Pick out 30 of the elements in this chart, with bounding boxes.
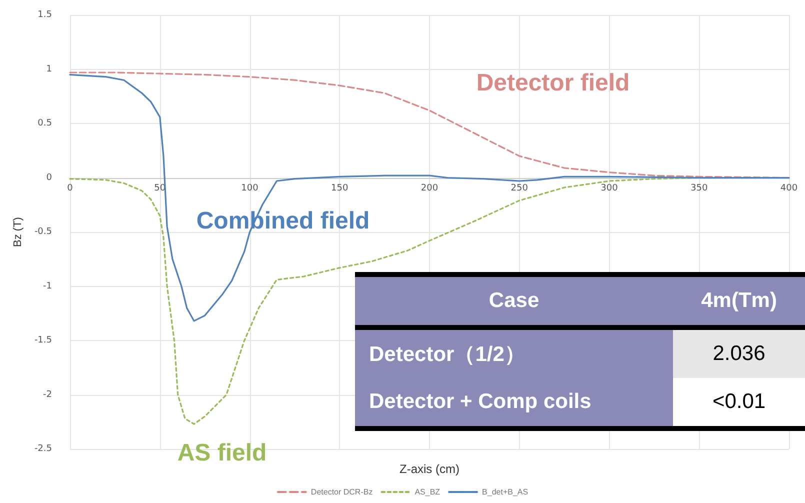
- legend-label: Detector DCR-Bz: [310, 488, 373, 496]
- y-tick-label: -2.5: [34, 444, 52, 454]
- x-tick-label: 400: [780, 183, 798, 194]
- y-tick-label: -2: [43, 390, 52, 400]
- y-tick-label: 0: [46, 172, 52, 183]
- annotation: Detector field: [476, 70, 630, 96]
- y-tick-label: 1.5: [38, 10, 52, 20]
- x-tick-label: 200: [420, 183, 438, 194]
- annotation: 2.036: [673, 328, 805, 378]
- y-axis-title: Bz (T): [12, 217, 24, 247]
- legend-label: B_det+B_AS: [482, 488, 528, 496]
- x-tick-label: 100: [241, 183, 259, 194]
- annotation: AS field: [177, 440, 267, 466]
- annotation: Case: [355, 277, 674, 328]
- x-tick-label: 150: [331, 183, 348, 194]
- annotation: Detector + Comp coils: [355, 378, 674, 426]
- y-tick-label: -1: [43, 281, 52, 292]
- annotation: <0.01: [673, 378, 805, 426]
- y-tick-label: 1: [46, 64, 52, 74]
- y-tick-label: 0.5: [38, 118, 52, 128]
- annotation: 4m(Tm): [673, 277, 805, 328]
- x-tick-label: 0: [67, 183, 74, 194]
- x-tick-label: 300: [600, 183, 618, 194]
- annotation: Detector（1/2）: [355, 328, 674, 378]
- x-axis-title: Z-axis (cm): [400, 462, 460, 476]
- x-tick-label: 350: [690, 183, 708, 194]
- y-tick-label: -1.5: [34, 336, 52, 346]
- x-tick-label: 250: [510, 183, 528, 194]
- legend-label: AS_BZ: [414, 488, 440, 496]
- y-tick-label: -0.5: [34, 227, 52, 237]
